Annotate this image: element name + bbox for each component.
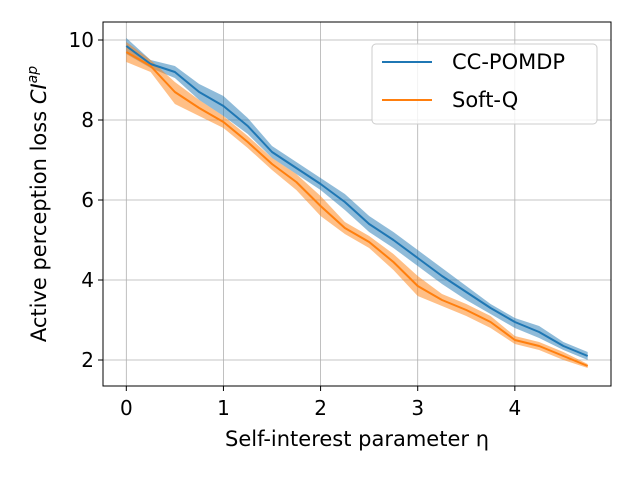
x-tick-label: 1	[217, 396, 230, 420]
y-tick-label: 6	[81, 188, 94, 212]
line-cc-pomdp	[125, 45, 589, 357]
legend-label-soft-q: Soft-Q	[452, 88, 518, 112]
y-axis-label-symbol: CI	[27, 83, 51, 104]
y-tick-label: 2	[81, 348, 94, 372]
y-axis-label-superscript: ap	[25, 66, 41, 84]
legend: CC-POMDP Soft-Q	[371, 43, 598, 125]
y-axis-label-text: Active perception loss	[27, 104, 51, 342]
series-lines	[125, 45, 589, 367]
band-cc-pomdp	[126, 38, 588, 360]
plot-area-frame	[102, 21, 612, 387]
line-soft-q	[125, 51, 589, 367]
legend-label-cc-pomdp: CC-POMDP	[452, 50, 565, 74]
axis-ticks: 0 1 2 3 4 2 4 6 8 10	[69, 28, 522, 420]
x-tick-label: 4	[508, 396, 521, 420]
y-tick-label: 10	[69, 28, 94, 52]
x-tick-label: 3	[411, 396, 424, 420]
x-tick-label: 2	[314, 396, 327, 420]
confidence-bands	[126, 38, 588, 368]
y-tick-label: 8	[81, 108, 94, 132]
x-axis-label: Self-interest parameter η	[225, 427, 489, 451]
y-tick-label: 4	[81, 268, 94, 292]
x-tick-label: 0	[120, 396, 133, 420]
y-axis-label: Active perception loss CIap	[25, 66, 51, 342]
legend-box	[371, 43, 598, 125]
